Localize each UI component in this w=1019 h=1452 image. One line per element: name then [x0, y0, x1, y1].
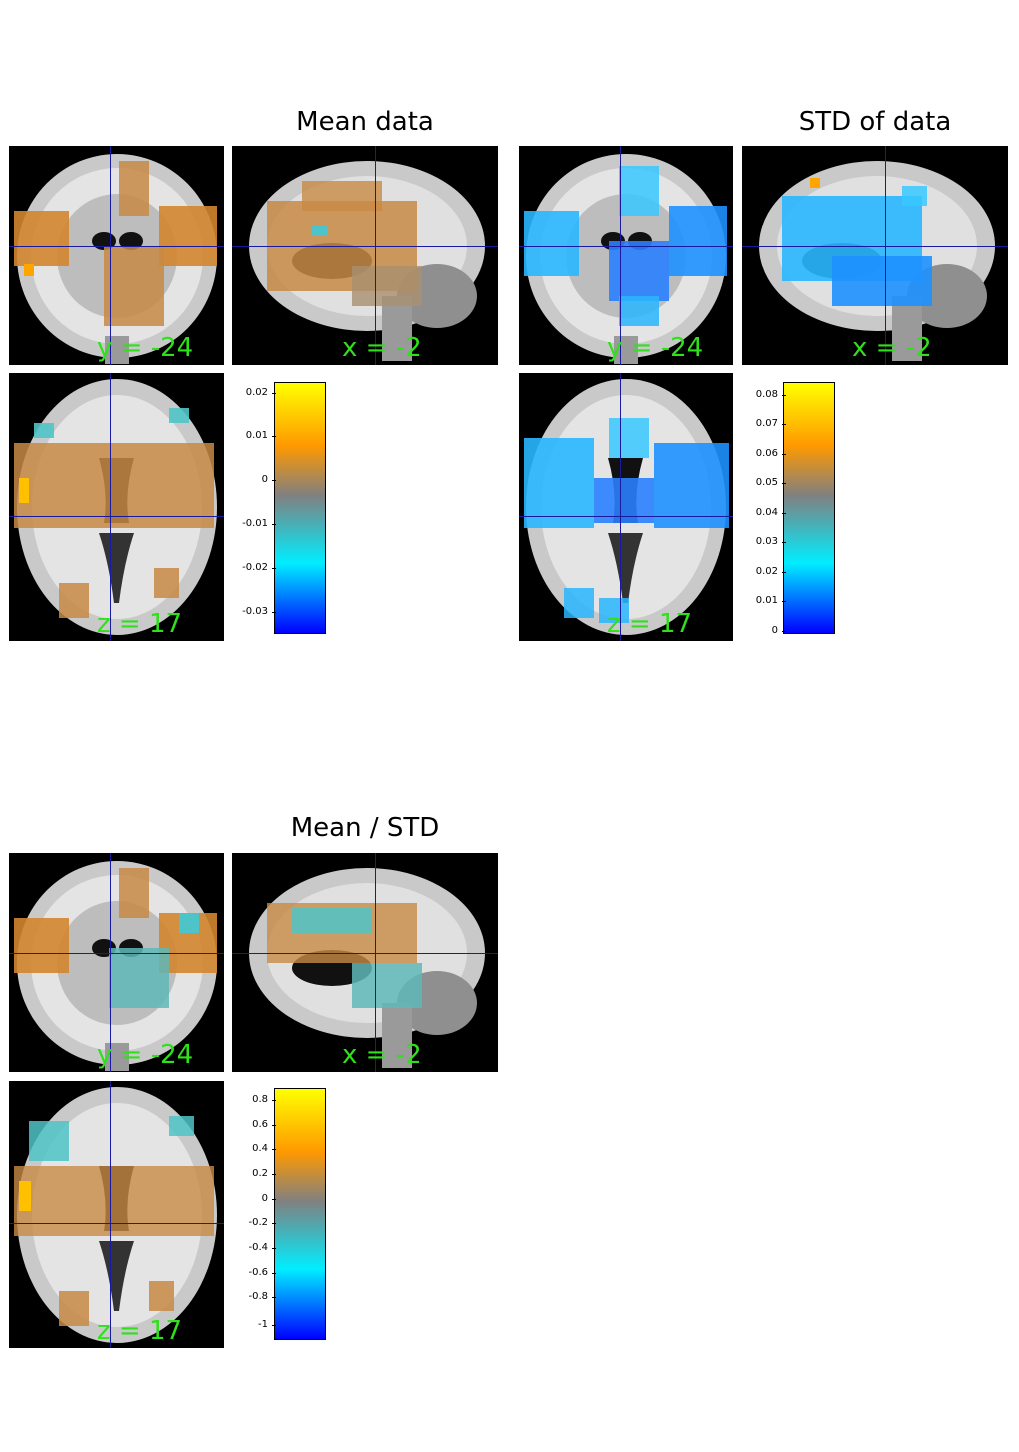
colorbar-tick-mark [272, 1125, 276, 1126]
colorbar-tick-label: 0.04 [755, 507, 778, 518]
coronal-brain-image [524, 154, 727, 364]
colorbar-tick-mark [272, 524, 276, 525]
colorbar-tick-label: -0.01 [242, 518, 268, 529]
coronal-brain-image [14, 861, 217, 1071]
coronal-coordinate-label: y = -24 [97, 333, 194, 363]
mean-coronal-slice: y = -24 [9, 146, 224, 365]
std-sagittal-slice: x = -2 [742, 146, 1008, 365]
crosshair-horizontal [232, 246, 498, 247]
colorbar-tick-mark [272, 612, 276, 613]
crosshair-vertical [885, 146, 886, 365]
mean-axial-slice: z = 17 [9, 373, 224, 641]
colorbar-tick-mark [782, 542, 786, 543]
std-coronal-slice: y = -24 [519, 146, 733, 365]
crosshair-vertical [110, 1081, 111, 1348]
colorbar-tick-label: -0.4 [248, 1242, 268, 1253]
crosshair-horizontal [232, 953, 498, 954]
colorbar-tick-label: -1 [258, 1319, 268, 1330]
colorbar-tick-mark [272, 1223, 276, 1224]
colorbar-tick-mark [782, 454, 786, 455]
axial-coordinate-label: z = 17 [607, 609, 693, 639]
crosshair-horizontal [9, 246, 224, 247]
mean-std-title: Mean / STD [290, 813, 440, 843]
colorbar-tick-label: 0.01 [245, 430, 268, 441]
coronal-coordinate-label: y = -24 [607, 333, 704, 363]
colorbar-tick-mark [272, 1297, 276, 1298]
mean-sagittal-slice: x = -2 [232, 146, 498, 365]
sagittal-coordinate-label: x = -2 [852, 333, 932, 363]
colorbar-tick-label: 0.8 [252, 1094, 268, 1105]
colorbar-tick-mark [782, 601, 786, 602]
sagittal-coordinate-label: x = -2 [342, 1040, 422, 1070]
colorbar-tick-label: 0.02 [245, 387, 268, 398]
axial-coordinate-label: z = 17 [97, 1316, 183, 1346]
colorbar-tick-mark [272, 1273, 276, 1274]
colorbar-tick-label: 0.01 [755, 595, 778, 606]
sagittal-coordinate-label: x = -2 [342, 333, 422, 363]
std-axial-slice: z = 17 [519, 373, 733, 641]
colorbar-tick-label: 0 [771, 625, 778, 636]
coronal-brain-image [14, 154, 217, 364]
colorbar-tick-mark [782, 631, 786, 632]
ratio-colorbar [274, 1088, 326, 1340]
crosshair-horizontal [519, 516, 733, 517]
std-colorbar [783, 382, 835, 634]
crosshair-vertical [110, 146, 111, 365]
colorbar-tick-label: 0.08 [755, 389, 778, 400]
crosshair-vertical [620, 373, 621, 641]
colorbar-tick-mark [272, 1100, 276, 1101]
crosshair-horizontal [9, 1223, 224, 1224]
colorbar-tick-label: 0 [261, 1193, 268, 1204]
axial-coordinate-label: z = 17 [97, 609, 183, 639]
colorbar-tick-label: 0.4 [252, 1143, 268, 1154]
mean-data-title: Mean data [296, 107, 434, 137]
colorbar-tick-mark [272, 1149, 276, 1150]
colorbar-tick-mark [272, 393, 276, 394]
colorbar-tick-label: 0.03 [755, 536, 778, 547]
colorbar-tick-label: 0.07 [755, 418, 778, 429]
colorbar-tick-label: 0.02 [755, 566, 778, 577]
colorbar-tick-label: 0.2 [252, 1168, 268, 1179]
ratio-axial-slice: z = 17 [9, 1081, 224, 1348]
colorbar-tick-mark [782, 424, 786, 425]
colorbar-tick-mark [272, 1248, 276, 1249]
colorbar-tick-label: 0.6 [252, 1119, 268, 1130]
crosshair-vertical [620, 146, 621, 365]
crosshair-vertical [375, 146, 376, 365]
crosshair-horizontal [9, 516, 224, 517]
colorbar-tick-mark [782, 572, 786, 573]
axial-brain-image [524, 379, 729, 635]
crosshair-horizontal [742, 246, 1008, 247]
crosshair-horizontal [519, 246, 733, 247]
colorbar-tick-label: 0.06 [755, 448, 778, 459]
colorbar-tick-mark [272, 1199, 276, 1200]
colorbar-tick-label: -0.6 [248, 1267, 268, 1278]
colorbar-tick-mark [782, 483, 786, 484]
crosshair-horizontal [9, 953, 224, 954]
colorbar-tick-label: -0.03 [242, 606, 268, 617]
colorbar-tick-label: -0.8 [248, 1291, 268, 1302]
coronal-coordinate-label: y = -24 [97, 1040, 194, 1070]
ratio-sagittal-slice: x = -2 [232, 853, 498, 1072]
colorbar-tick-label: -0.02 [242, 562, 268, 573]
colorbar-tick-mark [272, 1325, 276, 1326]
crosshair-vertical [110, 853, 111, 1072]
colorbar-tick-mark [272, 436, 276, 437]
colorbar-tick-mark [782, 395, 786, 396]
colorbar-tick-label: 0 [261, 474, 268, 485]
colorbar-tick-mark [272, 480, 276, 481]
axial-brain-image [14, 1087, 217, 1343]
colorbar-tick-mark [272, 568, 276, 569]
ratio-coronal-slice: y = -24 [9, 853, 224, 1072]
crosshair-vertical [110, 373, 111, 641]
colorbar-tick-mark [272, 1174, 276, 1175]
colorbar-tick-label: -0.2 [248, 1217, 268, 1228]
crosshair-vertical [375, 853, 376, 1072]
mean-colorbar [274, 382, 326, 634]
colorbar-tick-label: 0.05 [755, 477, 778, 488]
axial-brain-image [14, 379, 217, 635]
std-data-title: STD of data [798, 107, 952, 137]
colorbar-tick-mark [782, 513, 786, 514]
